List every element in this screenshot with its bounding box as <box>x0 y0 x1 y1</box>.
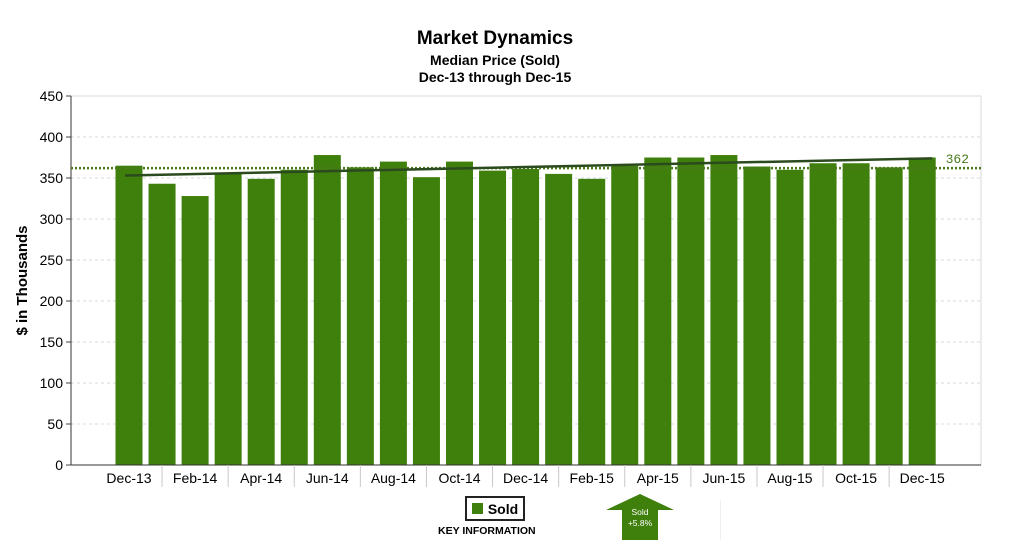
y-tick-label: 50 <box>47 416 63 432</box>
bar <box>908 157 936 465</box>
bar <box>148 183 176 466</box>
bar <box>412 177 440 465</box>
bar <box>214 173 242 465</box>
bar <box>809 163 837 466</box>
bar <box>644 157 672 465</box>
bar <box>479 170 507 465</box>
bar <box>578 178 606 465</box>
x-tick-label: Jun-14 <box>306 470 349 486</box>
bar <box>247 178 275 465</box>
x-tick-label: Feb-15 <box>570 470 615 486</box>
y-tick-label: 350 <box>40 170 64 186</box>
legend-swatch <box>471 503 483 514</box>
legend[interactable]: Sold <box>465 496 525 521</box>
x-tick-label: Feb-14 <box>173 470 218 486</box>
chart-date-range: Dec-13 through Dec-15 <box>418 69 572 85</box>
bar <box>875 167 903 465</box>
badge-label: Sold <box>631 507 649 517</box>
bar <box>181 196 209 466</box>
bar-chart: 0 50 100 150 200 250 300 350 400 450 $ in Thousand… <box>14 88 982 487</box>
divider <box>720 500 721 540</box>
y-tick-label: 0 <box>55 457 63 473</box>
bar <box>115 165 143 465</box>
y-tick-label: 150 <box>40 334 64 350</box>
y-tick-label: 400 <box>40 129 64 145</box>
average-label: 362 <box>946 152 969 167</box>
bar <box>512 168 540 466</box>
legend-label: Sold <box>487 500 519 517</box>
bar <box>346 167 374 465</box>
trend-line <box>124 157 933 177</box>
x-tick-label: Apr-15 <box>637 470 679 486</box>
chart-title: Market Dynamics <box>416 28 574 49</box>
y-tick-label: 200 <box>40 293 64 309</box>
y-axis-label: $ in Thousands <box>14 225 31 335</box>
x-tick-label: Dec-15 <box>900 470 945 486</box>
x-tick-label: Jun-15 <box>702 470 745 486</box>
x-tick-label: Apr-14 <box>240 470 282 486</box>
y-tick-label: 450 <box>40 88 64 104</box>
bar <box>842 163 870 466</box>
sold-change-badge: Sold +5.8% <box>606 507 674 529</box>
x-tick-label: Oct-15 <box>835 470 877 486</box>
y-tick-label: 100 <box>40 375 64 391</box>
up-arrow-icon <box>606 494 674 540</box>
y-tick-label: 300 <box>40 211 64 227</box>
x-tick-label: Aug-14 <box>371 470 416 486</box>
bar <box>379 161 407 465</box>
x-tick-label: Dec-13 <box>106 470 151 486</box>
bar <box>446 161 473 465</box>
x-tick-label: Oct-14 <box>438 470 480 486</box>
x-tick-label: Aug-15 <box>767 470 812 486</box>
x-tick-label: Dec-14 <box>503 470 548 486</box>
bar <box>280 169 308 466</box>
key-information-label: KEY INFORMATION <box>438 525 536 537</box>
bar <box>677 157 705 465</box>
badge-value: +5.8% <box>627 518 653 528</box>
chart-subtitle: Median Price (Sold) <box>430 52 560 68</box>
bar <box>710 155 738 466</box>
bar <box>776 169 804 466</box>
y-tick-label: 250 <box>40 252 64 268</box>
bar <box>545 173 573 465</box>
bar <box>313 155 341 466</box>
bar <box>743 166 771 465</box>
bar <box>611 165 639 465</box>
